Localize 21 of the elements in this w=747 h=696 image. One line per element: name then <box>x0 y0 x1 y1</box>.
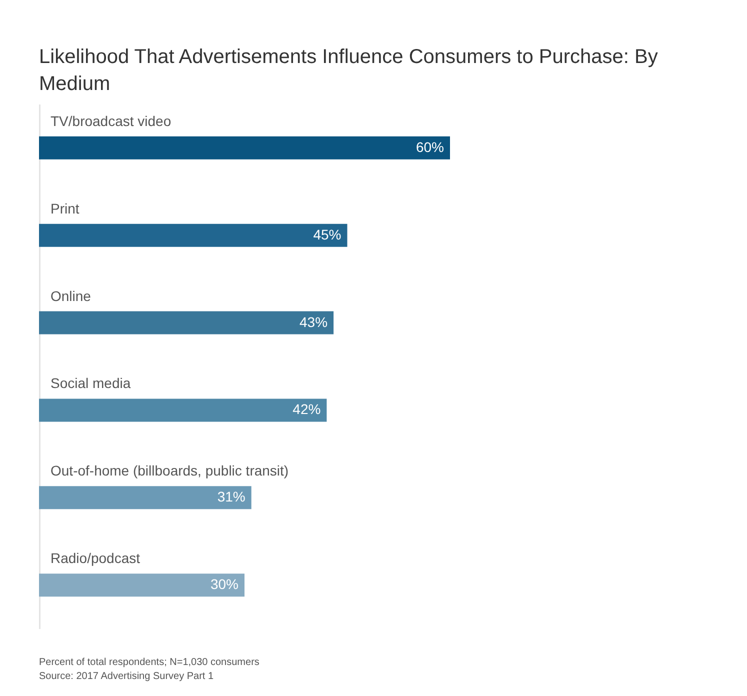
data-label: 45% <box>313 226 342 242</box>
y-tick-label: Online <box>50 288 92 304</box>
data-label: 42% <box>292 401 321 418</box>
chart-title: Likelihood That Advertisements Influence Consumers to Purchase: By Medium <box>39 45 659 97</box>
bar <box>39 311 334 334</box>
text: Percent of total respondents; N=1,030 consumers <box>39 656 260 670</box>
data-label: 30% <box>210 576 238 592</box>
data-label: 60% <box>416 138 444 155</box>
bar <box>39 224 348 247</box>
bar <box>39 574 244 597</box>
y-tick-label: Social media <box>50 375 131 392</box>
bar <box>39 136 450 160</box>
y-tick-label: Radio/podcast <box>50 550 140 566</box>
bar <box>39 398 327 422</box>
y-tick-label: Print <box>50 200 80 216</box>
y-tick-label: Out-of-home (billboards, public transit) <box>50 462 289 479</box>
source-note: Source: 2017 Advertising Survey Part 1 <box>39 670 215 684</box>
bar <box>39 486 252 510</box>
data-label: 31% <box>217 488 246 505</box>
data-label: 43% <box>300 314 328 330</box>
y-tick-label: TV/broadcast video <box>50 112 172 129</box>
